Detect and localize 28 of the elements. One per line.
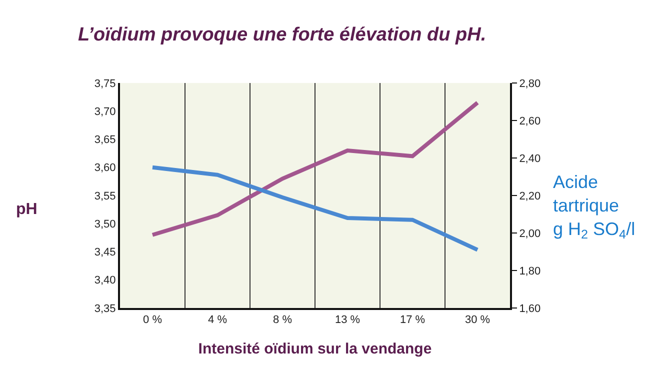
x-axis-title: Intensité oïdium sur la vendange (198, 340, 432, 358)
x-tick-label: 17 % (400, 314, 426, 326)
y-tick-label: 3,45 (94, 246, 116, 259)
y2-tick-label: 2,20 (519, 190, 541, 202)
line-series (150, 100, 480, 237)
y-tick-label: 3,60 (94, 162, 116, 174)
y2-tick-label: 1,60 (519, 302, 541, 315)
y-tick-label: 3,50 (94, 218, 116, 230)
line-series (150, 165, 480, 252)
y-tick-label: 3,75 (94, 78, 116, 90)
y2-tick-label: 2,80 (519, 78, 541, 90)
y2-tick-label: 1,80 (519, 265, 541, 278)
y2-tick-label: 2,60 (519, 115, 541, 128)
x-tick-label: 4 % (208, 314, 228, 326)
y-tick-label: 3,55 (94, 190, 116, 202)
y2-tick-label: 2,40 (519, 152, 541, 165)
y-axis-title: pH (16, 201, 38, 218)
chart-title: L’oïdium provoque une forte élévation du pH. (78, 24, 486, 46)
y2-tick-label: 2,00 (519, 228, 541, 240)
y2-axis-title: Acide tartrique g H$_{2}$ SO$_{4}$/l (553, 172, 636, 242)
y-tick-label: 3,65 (94, 134, 116, 146)
y-tick-label: 3,40 (94, 274, 116, 287)
x-tick-label: 8 % (273, 314, 292, 326)
x-tick-label: 30 % (464, 314, 490, 326)
x-tick-label: 0 % (143, 314, 162, 326)
y-tick-label: 3,70 (94, 106, 116, 118)
y-tick-label: 3,35 (94, 302, 116, 315)
x-tick-label: 13 % (334, 314, 360, 326)
